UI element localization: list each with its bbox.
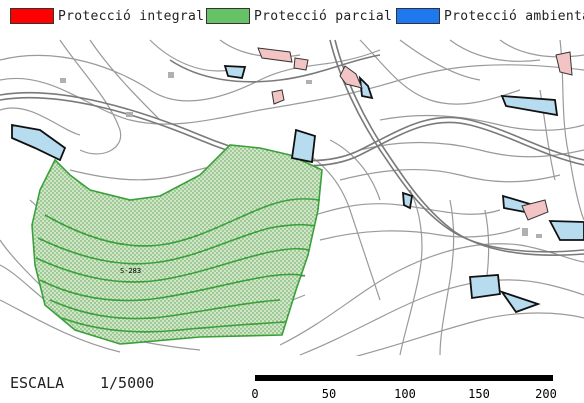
- ambiental-parcel: [500, 94, 559, 117]
- ambiental-parcel: [290, 128, 316, 164]
- ambiental-parcel: [11, 123, 67, 162]
- building: [339, 65, 363, 89]
- scale-bar-segment: [479, 375, 553, 381]
- structure: [168, 72, 174, 78]
- ambiental-parcel: [401, 191, 414, 210]
- scale-tick-label: 50: [322, 387, 336, 401]
- scale-bar-segment: [405, 375, 479, 381]
- small-structures: [60, 72, 542, 238]
- zone-label: S-283: [120, 267, 141, 275]
- ambiental-parcel: [358, 75, 374, 100]
- ambiental-parcel: [469, 274, 501, 300]
- legend-label-parcial: Protecció parcial: [254, 8, 393, 24]
- legend-swatch-parcial: [206, 8, 250, 24]
- legend-swatch-ambiental: [396, 8, 440, 24]
- structure: [306, 80, 312, 84]
- scale-label: ESCALA: [10, 374, 65, 392]
- legend-item-integral: Protecció integral: [10, 7, 204, 25]
- legend-label-ambiental: Protecció ambiental: [444, 8, 584, 24]
- scale-bar-segment: [255, 375, 405, 381]
- scale-tick-label: 200: [535, 387, 557, 401]
- map-legend: Protecció integral Protecció parcial Pro…: [0, 0, 584, 30]
- building: [293, 57, 309, 71]
- structure: [60, 78, 66, 83]
- building: [555, 51, 573, 76]
- legend-swatch-integral: [10, 8, 54, 24]
- ambiental-parcel: [548, 220, 584, 241]
- structure: [126, 112, 133, 117]
- scale-tick-label: 100: [394, 387, 416, 401]
- protection-parcial-zone: S-283: [31, 144, 323, 345]
- buildings: [257, 47, 573, 221]
- legend-item-ambiental: Protecció ambiental: [396, 7, 584, 25]
- legend-item-parcial: Protecció parcial: [206, 7, 392, 25]
- ambiental-parcel: [223, 65, 247, 80]
- building: [521, 199, 549, 221]
- roads: [0, 39, 584, 256]
- building: [257, 47, 293, 63]
- scale-tick-label: 150: [468, 387, 490, 401]
- building: [271, 89, 285, 105]
- structure: [536, 234, 542, 238]
- scale-tick-label: 0: [251, 387, 258, 401]
- scale-bar: 0 50 100 150 200: [251, 375, 557, 401]
- ambiental-parcel: [499, 290, 541, 314]
- parcial-zone-area: [31, 144, 323, 345]
- topographic-map: S-283: [0, 39, 584, 356]
- legend-label-integral: Protecció integral: [58, 8, 205, 24]
- structure: [522, 228, 528, 236]
- scale-ratio: 1/5000: [100, 374, 155, 392]
